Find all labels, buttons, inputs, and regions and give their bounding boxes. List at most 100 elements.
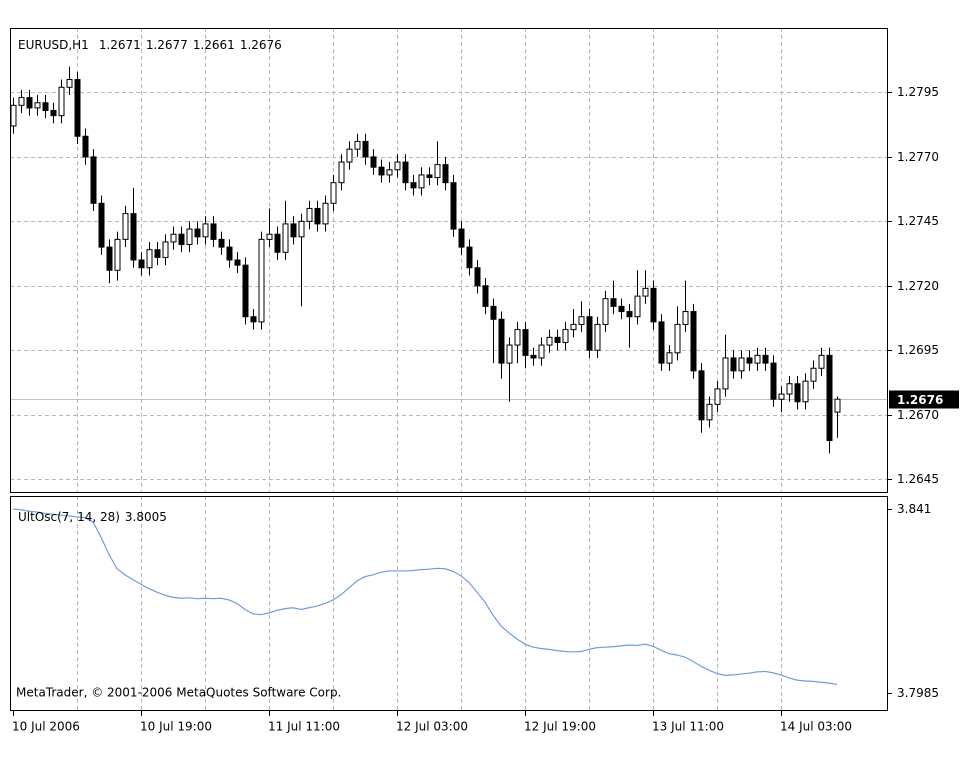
candle-body bbox=[754, 354, 761, 364]
y-tick-label: 1.2720 bbox=[897, 279, 939, 293]
candle-body bbox=[802, 380, 809, 403]
candle-body bbox=[834, 398, 841, 413]
candle-body bbox=[610, 298, 617, 307]
candle-body bbox=[826, 354, 833, 441]
candle-body bbox=[234, 259, 241, 266]
x-tick-label: 14 Jul 03:00 bbox=[780, 720, 852, 734]
candle-body bbox=[170, 233, 177, 243]
candle-body bbox=[482, 285, 489, 307]
candle-body bbox=[546, 336, 553, 346]
chart-title: EURUSD,H1 bbox=[18, 38, 89, 52]
marks bbox=[10, 66, 841, 686]
candle-body bbox=[34, 102, 41, 109]
candle-body bbox=[274, 233, 281, 253]
candle-body bbox=[786, 383, 793, 395]
candle-body bbox=[122, 213, 129, 240]
candle-body bbox=[226, 246, 233, 261]
y-tick-label: 1.2670 bbox=[897, 408, 939, 422]
candle-body bbox=[778, 393, 785, 400]
chart-header: EURUSD,H1 1.2671 1.2677 1.2661 1.2676 bbox=[18, 38, 282, 52]
current-price-box bbox=[889, 390, 959, 409]
candle-body bbox=[602, 298, 609, 325]
candle-body bbox=[618, 305, 625, 313]
header-low: 1.2661 bbox=[193, 38, 235, 52]
candle-body bbox=[362, 140, 369, 158]
candle-body bbox=[138, 259, 145, 269]
candle-body bbox=[450, 182, 457, 230]
labels: 1.2645 1.2670 1.2695 1.2720 1.2745 1.2770 1.27… bbox=[12, 38, 959, 734]
candle-body bbox=[250, 316, 257, 323]
candle-body bbox=[154, 249, 161, 258]
candle-body bbox=[418, 174, 425, 189]
y-tick-label: 3.7985 bbox=[897, 686, 939, 700]
candle-body bbox=[354, 140, 361, 150]
candle-body bbox=[810, 367, 817, 382]
candle-body bbox=[74, 79, 81, 137]
candle-body bbox=[586, 316, 593, 351]
candle-body bbox=[90, 156, 97, 204]
candle-body bbox=[386, 169, 393, 176]
oscillator-value: 3.8005 bbox=[125, 510, 167, 524]
oscillator-header: UltOsc(7, 14, 28) 3.8005 bbox=[18, 510, 167, 524]
candle-body bbox=[42, 102, 49, 111]
candle-body bbox=[58, 86, 65, 117]
y-tick-label: 1.2645 bbox=[897, 472, 939, 486]
candle-body bbox=[442, 164, 449, 184]
candle-body bbox=[730, 357, 737, 372]
x-tick-label: 11 Jul 11:00 bbox=[268, 720, 340, 734]
candle-body bbox=[290, 223, 297, 238]
candle-body bbox=[650, 287, 657, 323]
candle-body bbox=[770, 362, 777, 400]
candle-body bbox=[762, 354, 769, 364]
candle-body bbox=[98, 202, 105, 248]
candle-body bbox=[298, 220, 305, 238]
grid bbox=[10, 28, 887, 710]
candle-body bbox=[114, 238, 121, 271]
candle-body bbox=[130, 213, 137, 261]
candle-body bbox=[466, 246, 473, 269]
candle-body bbox=[738, 357, 745, 372]
x-tick-label: 10 Jul 19:00 bbox=[140, 720, 212, 734]
candle-body bbox=[562, 329, 569, 343]
candle-body bbox=[346, 148, 353, 163]
candle-body bbox=[594, 323, 601, 351]
candle-body bbox=[698, 370, 705, 421]
candle-body bbox=[706, 403, 713, 421]
candle-body bbox=[26, 97, 33, 109]
candle-body bbox=[490, 305, 497, 320]
candle-body bbox=[314, 207, 321, 225]
candle-body bbox=[530, 354, 537, 359]
candle-body bbox=[370, 156, 377, 168]
candle-body bbox=[658, 321, 665, 364]
candle-body bbox=[626, 311, 633, 318]
header-close: 1.2676 bbox=[240, 38, 282, 52]
candle-body bbox=[634, 295, 641, 318]
candle-body bbox=[506, 344, 513, 364]
current-price-label: 1.2676 bbox=[897, 393, 943, 407]
candle-body bbox=[474, 267, 481, 287]
oscillator-line bbox=[12, 508, 838, 686]
price-panel-frame bbox=[10, 28, 888, 493]
candle-body bbox=[410, 182, 417, 189]
candle-body bbox=[674, 323, 681, 354]
candle-body bbox=[242, 264, 249, 318]
header-open: 1.2671 bbox=[99, 38, 141, 52]
candle-body bbox=[578, 316, 585, 325]
candle-body bbox=[402, 161, 409, 184]
x-tick-label: 13 Jul 11:00 bbox=[652, 720, 724, 734]
candle-body bbox=[498, 318, 505, 364]
oscillator-title: UltOsc(7, 14, 28) bbox=[18, 510, 120, 524]
x-tick-label: 12 Jul 03:00 bbox=[396, 720, 468, 734]
y-tick-label: 1.2695 bbox=[897, 343, 939, 357]
candle-body bbox=[818, 354, 825, 369]
candle-body bbox=[210, 223, 217, 240]
x-tick-label: 12 Jul 19:00 bbox=[524, 720, 596, 734]
candle-body bbox=[186, 228, 193, 246]
candle-body bbox=[322, 202, 329, 225]
candle-body bbox=[794, 383, 801, 403]
y-tick-label: 3.841 bbox=[897, 502, 931, 516]
candle-body bbox=[178, 233, 185, 246]
candle-body bbox=[538, 344, 545, 359]
candle-body bbox=[282, 223, 289, 253]
